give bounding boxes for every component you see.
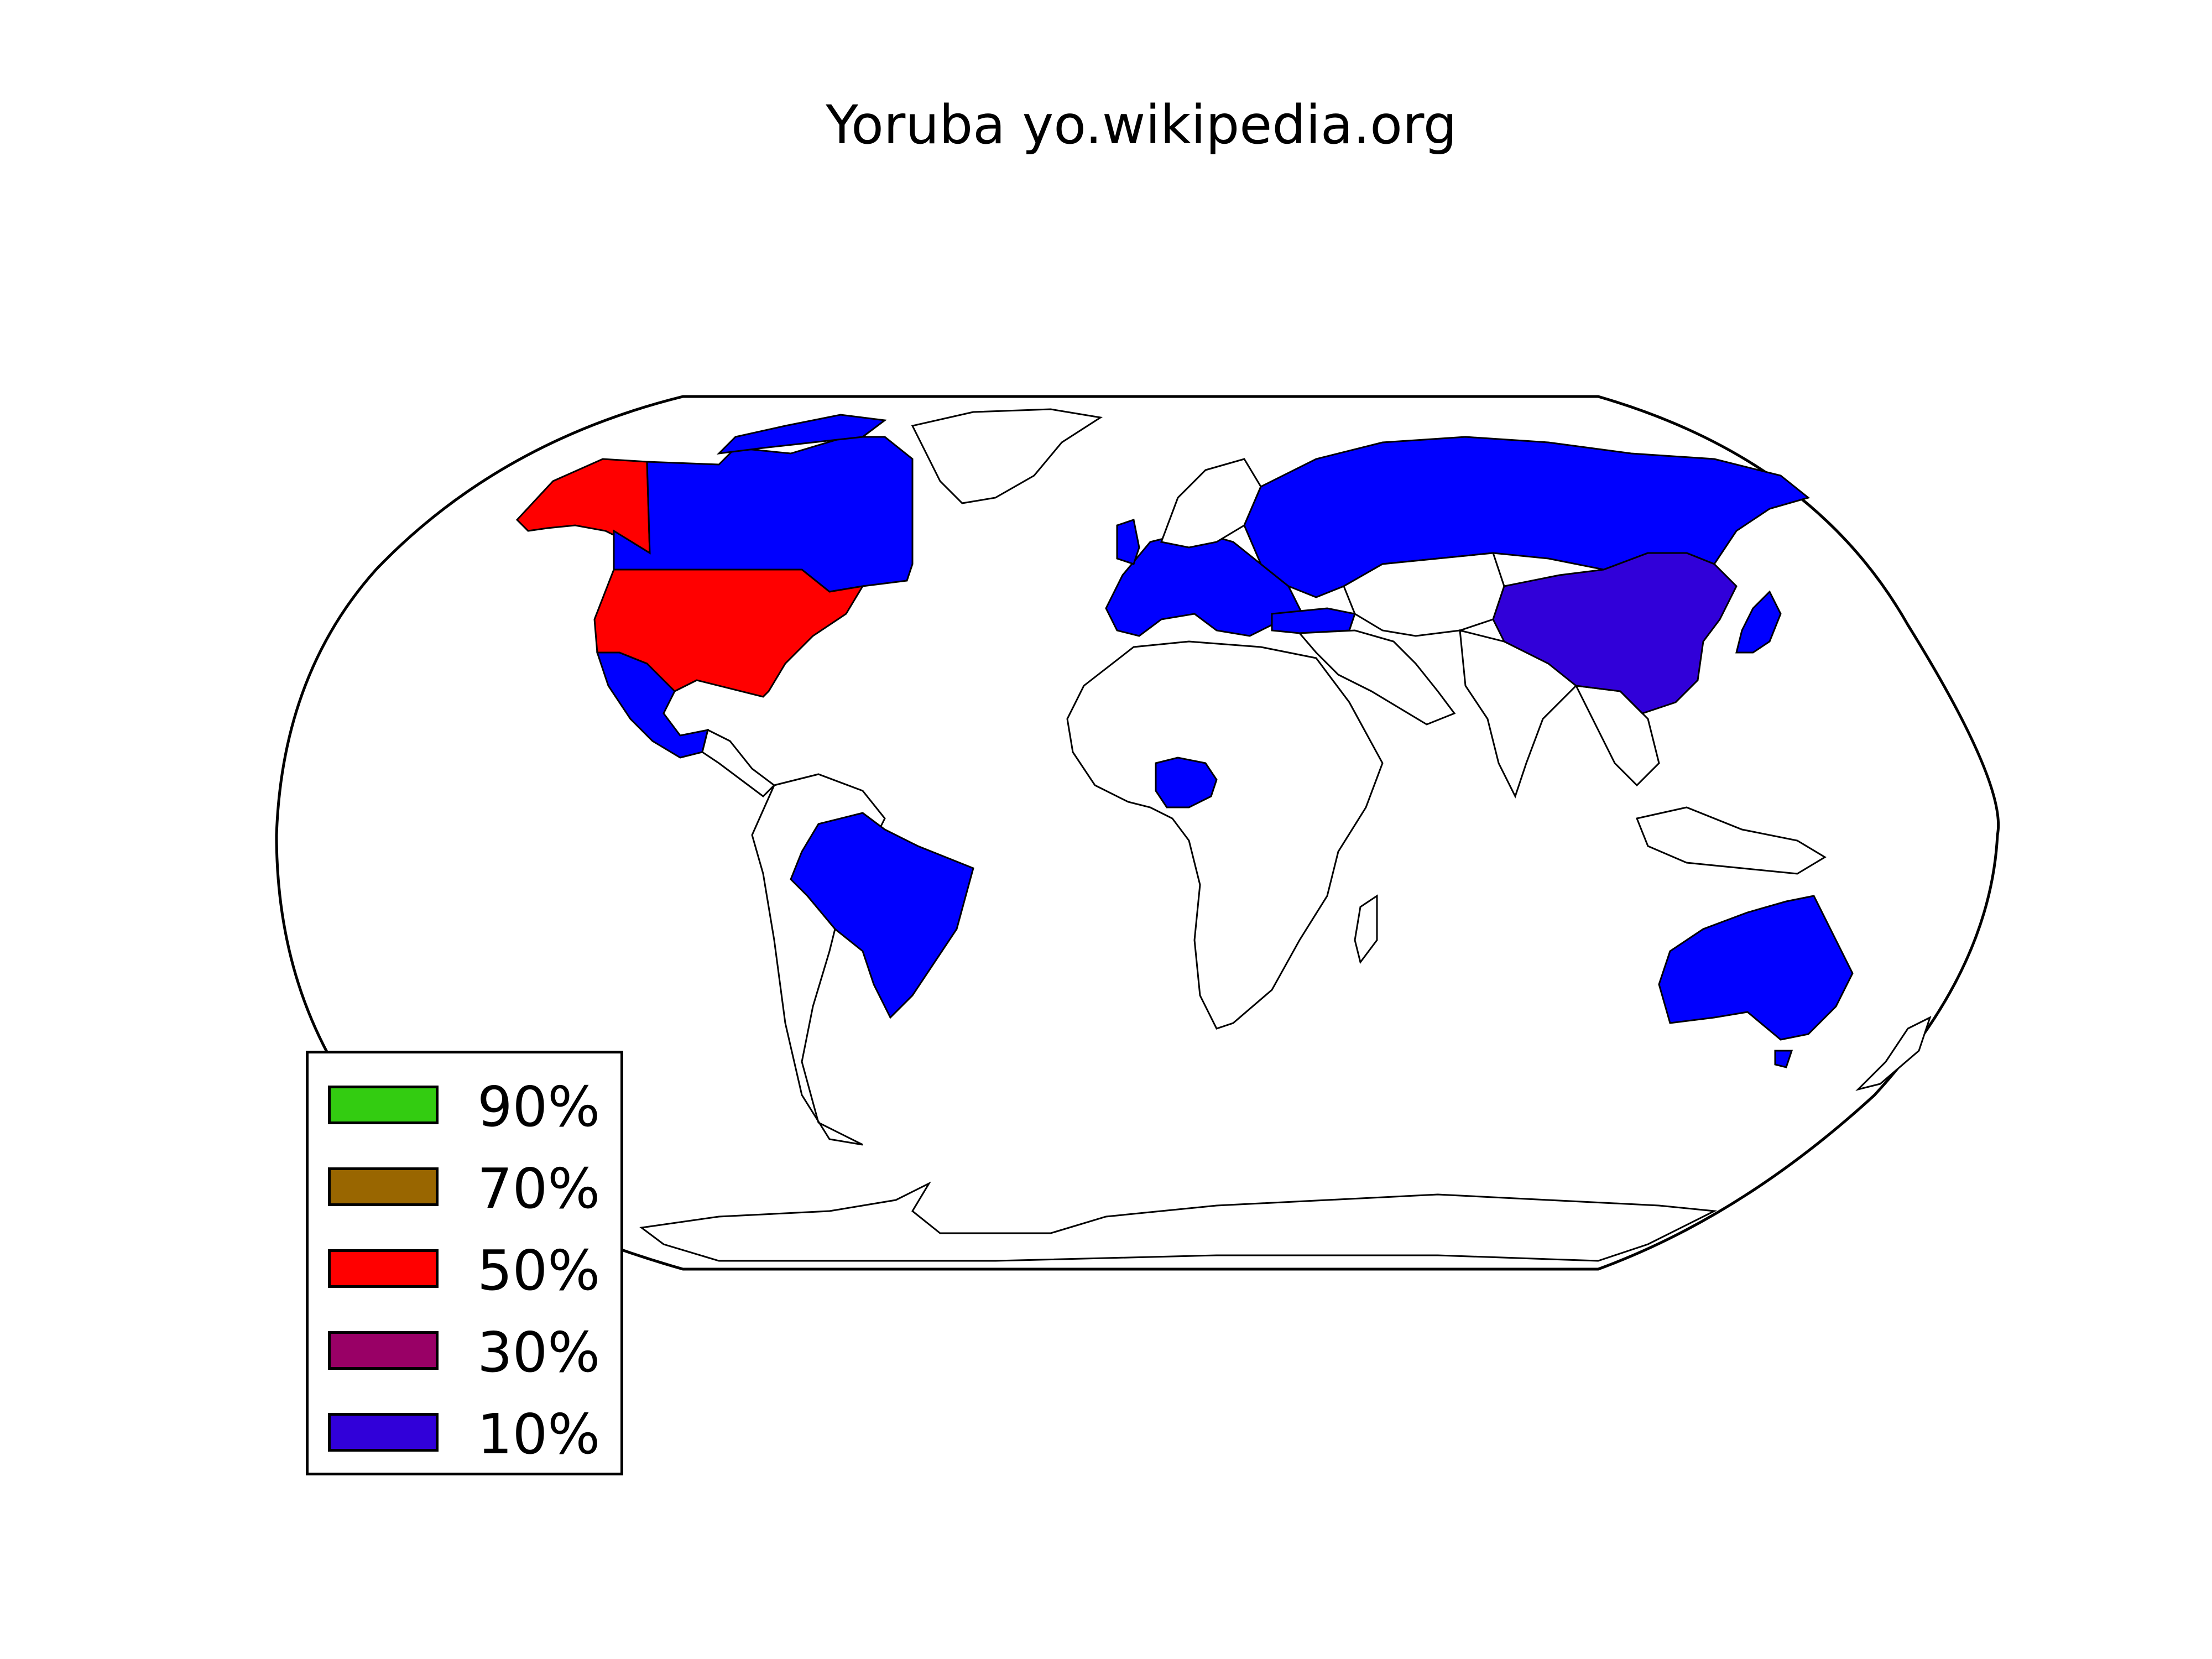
map-legend: 90% 70% 50% 30% 10% <box>306 1051 623 1475</box>
region-indonesia <box>1635 806 1827 875</box>
region-antarctica <box>639 1181 1718 1262</box>
region-australia <box>1658 895 1854 1041</box>
region-madagascar <box>1354 894 1378 964</box>
region-middle-east <box>1297 629 1456 726</box>
legend-label-50: 50% <box>477 1238 601 1303</box>
region-tasmania <box>1774 1050 1793 1068</box>
region-africa <box>1066 640 1384 1030</box>
legend-item-10: 10% <box>328 1404 615 1465</box>
legend-swatch-30 <box>328 1331 439 1370</box>
legend-swatch-90 <box>328 1086 439 1124</box>
region-brazil <box>790 812 974 1019</box>
legend-item-70: 70% <box>328 1159 615 1219</box>
legend-swatch-70 <box>328 1167 439 1206</box>
region-united-kingdom <box>1116 519 1140 565</box>
legend-swatch-10 <box>328 1413 439 1452</box>
region-canada-islands <box>716 414 887 455</box>
legend-label-30: 30% <box>477 1320 601 1385</box>
region-new-zealand <box>1855 1016 1932 1091</box>
legend-item-50: 50% <box>328 1240 615 1301</box>
region-nigeria <box>1155 757 1218 808</box>
region-turkey <box>1271 607 1356 634</box>
region-china <box>1492 552 1738 714</box>
legend-swatch-50 <box>328 1249 439 1288</box>
legend-label-70: 70% <box>477 1156 601 1221</box>
map-title: Yoruba yo.wikipedia.org <box>826 94 1457 156</box>
legend-label-10: 10% <box>477 1402 601 1467</box>
region-canada <box>613 436 914 593</box>
legend-item-30: 30% <box>328 1322 615 1383</box>
legend-item-90: 90% <box>328 1077 615 1138</box>
region-central-america <box>701 728 776 797</box>
legend-label-90: 90% <box>477 1074 601 1139</box>
region-japan <box>1735 590 1782 654</box>
region-greenland <box>911 408 1103 504</box>
